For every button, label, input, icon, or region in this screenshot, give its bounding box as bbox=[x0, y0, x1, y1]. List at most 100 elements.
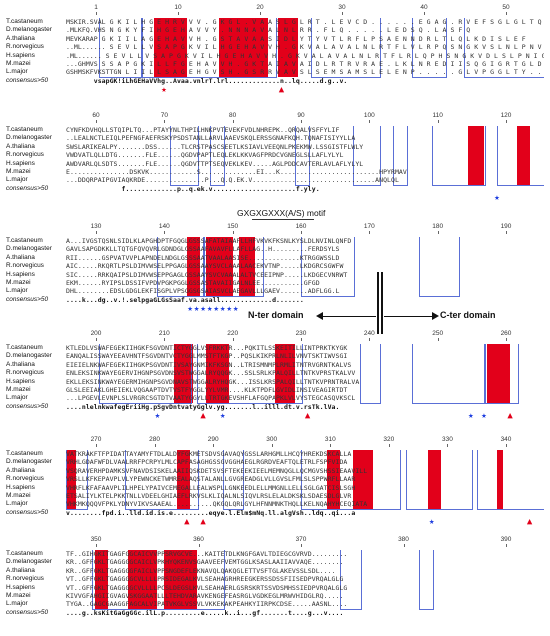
ruler-tick bbox=[96, 444, 97, 447]
ruler-tick bbox=[178, 12, 179, 15]
ruler-tick-label: 270 bbox=[90, 436, 102, 443]
ruler-tick bbox=[506, 231, 507, 234]
sequence-row: VT..GFFGKLTGAGGGGCVLLLLPCSLDEGSLKVLSEAHA… bbox=[66, 583, 348, 592]
similarity-box bbox=[196, 344, 304, 404]
ruler-tick bbox=[198, 544, 200, 547]
organism-name: M.mazei bbox=[6, 591, 31, 599]
ruler-tick bbox=[369, 338, 371, 341]
organism-name: H.sapiens bbox=[6, 270, 35, 278]
star-marker: ★ bbox=[220, 411, 226, 422]
ruler-tick bbox=[301, 338, 302, 341]
ruler-tick bbox=[96, 12, 97, 15]
organism-name: D.melanogaster bbox=[6, 134, 52, 142]
organism-name: R.norvegicus bbox=[6, 369, 44, 377]
sequence-rows: TF..GIHGKITGAGFGGCAICVVPPSRVGCVE...KAITE… bbox=[66, 550, 544, 619]
similarity-box bbox=[464, 18, 544, 78]
n-ter-domain-label: N-ter domain bbox=[248, 310, 304, 320]
conserved-column-highlight bbox=[327, 450, 341, 509]
domain-boundary-line bbox=[377, 272, 379, 334]
organism-name: H.sapiens bbox=[6, 51, 35, 59]
conserved-column-highlight bbox=[154, 18, 187, 77]
similarity-box bbox=[66, 450, 88, 510]
ruler-tick bbox=[213, 444, 215, 447]
similarity-box bbox=[157, 237, 206, 297]
ruler-tick-label: 150 bbox=[227, 223, 239, 230]
sequence-row: GSHMSKFVKSTTGN L I I L L S A G E H G V S… bbox=[66, 68, 544, 77]
ruler-tick-label: 20 bbox=[256, 4, 264, 11]
ruler-tick bbox=[388, 444, 390, 447]
organism-name: T.castaneum bbox=[6, 344, 43, 351]
organism-name: A.thaliana bbox=[6, 34, 35, 42]
conserved-column-highlight bbox=[163, 550, 197, 609]
similarity-box bbox=[392, 126, 408, 186]
ruler-tick-label: 130 bbox=[90, 223, 102, 230]
star-marker: ★ bbox=[220, 304, 226, 315]
ruler-tick bbox=[506, 12, 507, 15]
n-ter-arrow bbox=[320, 316, 376, 317]
sequence-row: ENLEKSINKWAYEGERVIHGNPSGVDNSVSTWGGALRYQQ… bbox=[66, 369, 356, 378]
ruler-tick-label: 190 bbox=[500, 223, 512, 230]
sequence-row: DHL........EDSLGDGLEKFISGPLVPSGGSGSAIASV… bbox=[66, 287, 340, 296]
ruler-tick-label: 30 bbox=[338, 4, 346, 11]
organism-name: L.major bbox=[6, 287, 28, 295]
conserved-column-highlight bbox=[496, 450, 504, 509]
sequence-row: AIC.....RKQRTLPSLDIMVWSELPPGAGLGSSAAYSVC… bbox=[66, 262, 344, 271]
sequence-row: MSKIR.SVAL G K I L H G E H R V V V . G K… bbox=[66, 18, 542, 26]
ruler-tick-label: 230 bbox=[295, 330, 307, 337]
sequence-row: VATKRAKFTFPIDATTAYAMYFTDLALDYFGKMETSDVSG… bbox=[66, 450, 352, 458]
organism-name: R.norvegicus bbox=[6, 43, 44, 51]
similarity-box bbox=[301, 450, 402, 510]
organism-name: M.mazei bbox=[6, 167, 31, 175]
similarity-box bbox=[209, 126, 225, 186]
organism-name: R.norvegicus bbox=[6, 475, 44, 483]
similarity-box bbox=[418, 550, 434, 610]
sequence-rows: KTLEDLVSWAFEGEKIIHGKFSGVDNTICTYGGLVSFRKK… bbox=[66, 344, 544, 413]
consensus-sequence: vsapGK!iLhGEHaVVhg..Avaa.vnlrT.lrl......… bbox=[66, 76, 348, 85]
sequence-row: ...LPGEVLEVNPLSLVRGRCSGTDTVAATYGGYLLTRTG… bbox=[66, 394, 356, 403]
sequence-row: GLSLEEIAKLGHEIEKLVQGAAPTDVTVSTFYGGLYYLVM… bbox=[66, 385, 348, 394]
similarity-box bbox=[412, 18, 447, 78]
similarity-box bbox=[483, 344, 519, 404]
sequence-row: VHRFLKFAFAAVPLILHPELYPAIVCEMEGALLEALWSPL… bbox=[66, 483, 356, 492]
sequence-row: GAVLSAPGDKKLLTQTGFQVQVRLGDNDGLGSSAAFAVAV… bbox=[66, 245, 340, 254]
organism-name: T.castaneum bbox=[6, 126, 43, 133]
ruler-tick bbox=[506, 338, 507, 341]
ruler-tick-label: 350 bbox=[90, 536, 102, 543]
organism-name: D.melanogaster bbox=[6, 26, 52, 34]
motif-bracket-line bbox=[252, 219, 314, 220]
ruler-tick bbox=[96, 544, 97, 547]
ruler-tick bbox=[96, 120, 97, 123]
sequence-row: VWDVATLQLLDTG.......FLE......QGDVPAPTLEQ… bbox=[66, 151, 344, 160]
similarity-box bbox=[431, 126, 486, 186]
ruler-tick-label: 320 bbox=[383, 436, 395, 443]
similarity-box bbox=[141, 18, 277, 78]
triangle-marker: ▲ bbox=[526, 517, 533, 528]
consensus-label: consensus>50 bbox=[6, 76, 49, 84]
consensus-label: consensus>50 bbox=[6, 184, 49, 192]
conserved-column-highlight bbox=[219, 18, 269, 77]
ruler-tick bbox=[301, 120, 302, 123]
organism-name: L.major bbox=[6, 68, 28, 76]
organism-name: L.major bbox=[6, 176, 28, 184]
ruler-tick bbox=[164, 120, 166, 123]
conserved-column-highlight bbox=[239, 237, 256, 296]
ruler-tick bbox=[164, 338, 166, 341]
ruler-tick bbox=[447, 444, 449, 447]
organism-name: H.sapiens bbox=[6, 377, 35, 385]
position-ruler: 350 360 370 380 390 bbox=[66, 536, 544, 547]
ruler-tick-label: 60 bbox=[92, 112, 100, 119]
ruler-tick bbox=[424, 12, 425, 15]
ruler-tick-label: 340 bbox=[500, 436, 512, 443]
sequence-row: ..ML...... S E V L L V S A P G K V I L H… bbox=[66, 43, 544, 52]
consensus-sequence: ....nlelnkwafegEriiHg.pSgvDntvatyGglv.yg… bbox=[66, 402, 340, 411]
sequence-row: VRHLGDAFWFDLVAALRRFPCRPYLMLCAPFASAGHGSSG… bbox=[66, 458, 348, 467]
consensus-sequence: ....g..ksKitGaGgGGc.ilL.p.........e.....… bbox=[66, 608, 344, 617]
organism-name: A.thaliana bbox=[6, 253, 35, 261]
sequence-row: ...GHMVS S S A P G K I L L F G E H A V V… bbox=[66, 59, 544, 68]
star-marker: ★ bbox=[154, 411, 161, 422]
star-marker: ★ bbox=[213, 304, 219, 315]
ruler-tick-label: 120 bbox=[500, 112, 512, 119]
sequence-row: MEVKARAP G K I I L A G E H A V V H . G S… bbox=[66, 34, 526, 43]
ruler-tick-label: 290 bbox=[207, 436, 219, 443]
sequence-row: TYGA..GAGCGAAGGFAGCALVIPATVKGLVSSVLVKKEK… bbox=[66, 600, 348, 609]
